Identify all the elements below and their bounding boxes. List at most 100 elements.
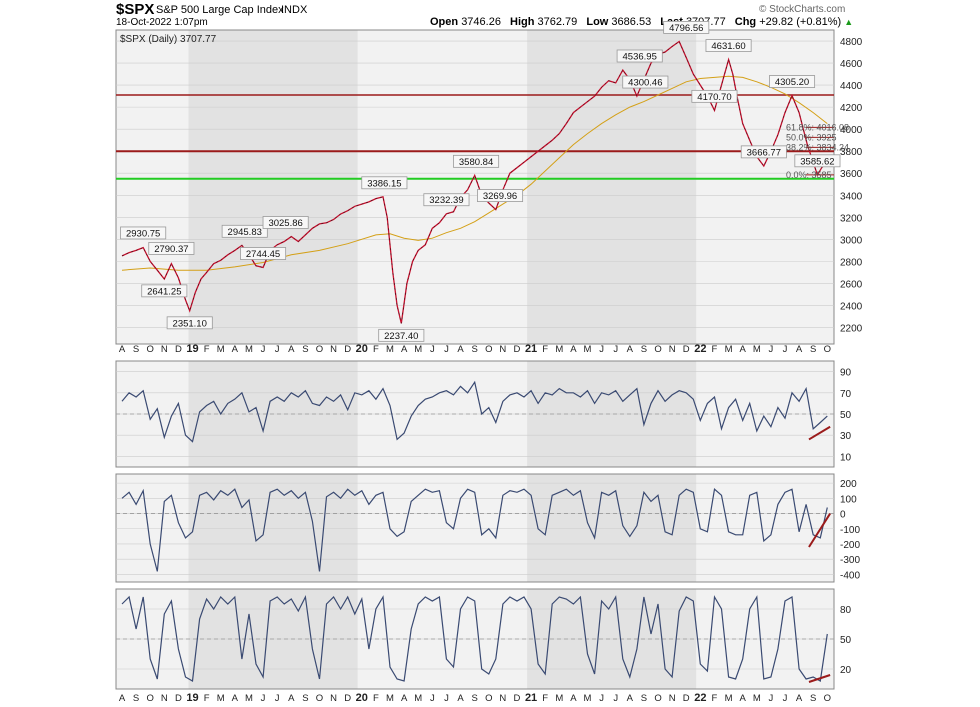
annotation-box — [120, 226, 167, 240]
indicator_3-axis-tick-label: 20 — [840, 665, 852, 676]
indicator_2-line — [121, 488, 828, 572]
x-tick-label: A — [457, 344, 464, 355]
x-tick-label: F — [373, 693, 379, 704]
annotation-box — [663, 20, 710, 34]
annotation-label: 4305.20 — [775, 77, 809, 88]
year-band — [527, 30, 697, 344]
annotation-label: 2237.40 — [384, 331, 418, 342]
x-tick-label: A — [232, 344, 239, 355]
x-tick-label: J — [430, 344, 435, 355]
x-tick-label: S — [302, 344, 308, 355]
year-band — [527, 474, 697, 582]
indicator_2-axis-tick-label: 0 — [840, 510, 846, 521]
x-tick-label: F — [204, 693, 210, 704]
panel-1: 10 30 50 70 90 — [115, 360, 852, 468]
exchange: INDX — [281, 4, 308, 16]
annotation-label: 3269.96 — [483, 191, 517, 202]
x-tick-label: M — [555, 693, 563, 704]
annotation-box — [705, 39, 752, 52]
x-tick-label: F — [373, 344, 379, 355]
annotation-label: 2641.25 — [147, 286, 181, 297]
annotation-box — [740, 145, 787, 159]
x-tick-label: D — [175, 344, 182, 355]
x-tick-label: S — [133, 344, 139, 355]
x-tick-label: D — [683, 693, 690, 704]
x-tick-label: F — [542, 344, 548, 355]
annotation-box — [141, 284, 188, 298]
x-tick-label: D — [344, 344, 351, 355]
x-tick-label: N — [330, 344, 337, 355]
year-band — [188, 30, 358, 344]
price-axis-tick-label: 3400 — [840, 191, 863, 202]
x-tick-label: A — [739, 693, 746, 704]
x-tick-label: F — [204, 344, 210, 355]
x-tick-label: A — [457, 693, 464, 704]
annotation-box — [769, 75, 816, 88]
annotation-label: 3585.62 — [800, 156, 834, 167]
price-line — [121, 40, 828, 324]
panel-3: 20 50 80 — [115, 588, 852, 690]
panel-0: 2200 2400 2600 2800 3000 3200 3400 3600 3800 4000… — [115, 20, 863, 345]
x-tick-label: N — [499, 693, 506, 704]
x-tick-label: N — [669, 344, 676, 355]
annotation-box — [166, 316, 213, 330]
x-tick-label: A — [288, 693, 295, 704]
x-tick-label: M — [725, 344, 733, 355]
annotation-label: 2945.83 — [228, 227, 262, 238]
indicator_1-axis-tick-label: 10 — [840, 452, 852, 463]
x-tick-label: J — [275, 693, 280, 704]
x-tick-label: M — [584, 344, 592, 355]
x-tick-label: M — [245, 693, 253, 704]
annotation-box — [240, 247, 287, 260]
x-tick-label: S — [471, 693, 477, 704]
x-tick-label: A — [627, 344, 634, 355]
up-arrow-icon: ▲ — [844, 17, 854, 27]
x-tick-label: D — [683, 344, 690, 355]
high-label: High — [510, 16, 535, 28]
indicator_1-trendline — [808, 425, 831, 441]
annotation-label: 2790.37 — [154, 244, 188, 255]
x-tick-label: J — [444, 344, 449, 355]
indicator_1-axis-tick-label: 90 — [840, 368, 852, 379]
x-tick-label: 19 — [186, 343, 198, 355]
annotation-box — [622, 75, 669, 89]
x-tick-label: A — [401, 344, 408, 355]
panel-border — [115, 473, 835, 583]
panel-border — [115, 29, 835, 345]
x-tick-label: N — [330, 693, 337, 704]
x-tick-label: J — [599, 693, 604, 704]
x-tick-label: J — [261, 344, 266, 355]
x-tick-label: A — [739, 344, 746, 355]
annotation-box — [221, 224, 268, 238]
x-tick-label: J — [599, 344, 604, 355]
price-axis-tick-label: 4000 — [840, 125, 863, 136]
annotation-box — [378, 328, 425, 342]
x-tick-label: 21 — [525, 692, 537, 704]
price-axis-tick-label: 3600 — [840, 169, 863, 180]
x-tick-label: O — [824, 344, 831, 355]
x-tick-label: M — [386, 693, 394, 704]
x-tick-label: M — [414, 344, 422, 355]
x-tick-label: O — [485, 344, 492, 355]
index-name: S&P 500 Large Cap Index — [156, 4, 284, 16]
annotation-label: 4796.56 — [669, 23, 703, 34]
price-legend: $SPX (Daily) 3707.77 — [120, 34, 217, 45]
indicator_2-axis-tick-label: 200 — [840, 479, 857, 490]
x-tick-label: J — [261, 693, 266, 704]
x-tick-label: F — [542, 693, 548, 704]
x-tick-label: O — [824, 693, 831, 704]
x-tick-label: O — [147, 344, 154, 355]
x-tick-label: O — [654, 693, 661, 704]
x-tick-label: F — [712, 344, 718, 355]
indicator_3-axis-tick-label: 80 — [840, 605, 852, 616]
indicator_2-axis-tick-label: 100 — [840, 494, 857, 505]
price-axis-tick-label: 3800 — [840, 147, 863, 158]
x-tick-label: M — [753, 344, 761, 355]
x-tick-label: M — [217, 693, 225, 704]
moving-average-line — [121, 75, 828, 271]
indicator_1-axis-tick-label: 30 — [840, 431, 852, 442]
x-tick-label: M — [753, 693, 761, 704]
panel-2: -400 -300 -200 -100 0 100 200 — [115, 473, 860, 583]
annotation-box — [423, 193, 470, 207]
